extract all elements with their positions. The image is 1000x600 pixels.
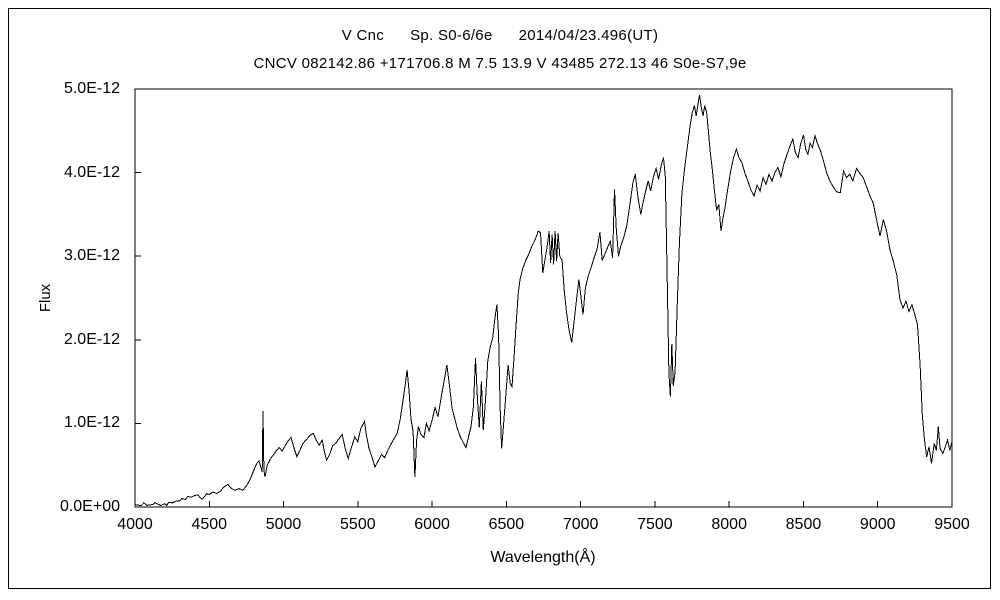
plot-title: V Cnc Sp. S0-6/6e 2014/04/23.496(UT) — [0, 27, 1000, 44]
x-tick-label: 4500 — [191, 516, 228, 533]
x-tick-label: 8000 — [711, 516, 747, 533]
x-tick-label: 7500 — [637, 516, 673, 533]
figure-border — [8, 8, 991, 589]
spectrum-trace — [134, 94, 953, 507]
y-tick-label: 3.0E-12 — [63, 247, 120, 265]
y-axis-title: Flux — [37, 283, 54, 313]
title-object-name: V Cnc — [341, 27, 385, 44]
plot-frame — [134, 88, 953, 508]
x-axis-title: Wavelength(Å) — [490, 549, 596, 566]
x-tick-label: 7000 — [562, 516, 599, 533]
title-spectral-type: Sp. S0-6/6e — [410, 27, 493, 44]
x-tick-label: 5000 — [265, 516, 302, 533]
y-tick-label: 2.0E-12 — [63, 330, 120, 348]
x-tick-label: 6000 — [414, 516, 450, 533]
y-tick-label: 4.0E-12 — [63, 163, 120, 181]
x-tick-label: 5500 — [340, 516, 376, 533]
x-tick-label: 9000 — [859, 516, 896, 533]
y-tick-label: 1.0E-12 — [63, 414, 120, 432]
x-tick-label: 6500 — [488, 516, 525, 533]
title-observation-date: 2014/04/23.496(UT) — [518, 27, 659, 44]
x-tick-label: 8500 — [785, 516, 822, 533]
x-tick-label: 9500 — [934, 516, 970, 533]
x-tick-label: 4000 — [117, 516, 153, 533]
y-tick-label: 0.0E+00 — [59, 498, 120, 515]
y-tick-label: 5.0E-12 — [63, 80, 120, 97]
catalog-info-line: CNCV 082142.86 +171706.8 M 7.5 13.9 V 43… — [253, 55, 747, 72]
